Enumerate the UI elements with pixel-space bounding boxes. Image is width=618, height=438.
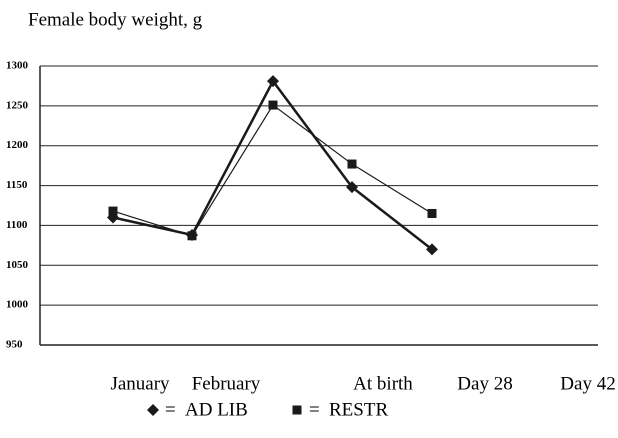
y-tick-label: 950 xyxy=(6,339,23,351)
data-point xyxy=(346,181,358,194)
chart-title: Female body weight, g xyxy=(28,9,203,30)
x-tick-label: February xyxy=(192,373,261,394)
x-tick-label: At birth xyxy=(353,373,413,394)
y-tick-label: 1150 xyxy=(6,179,28,191)
data-point xyxy=(347,159,357,169)
legend-label: AD LIB xyxy=(185,399,248,420)
y-tick-label: 1300 xyxy=(6,60,29,72)
data-point xyxy=(426,243,438,256)
data-point xyxy=(108,206,118,216)
x-tick-label: Day 42 xyxy=(560,373,615,394)
data-point xyxy=(268,100,278,110)
data-point xyxy=(427,208,437,218)
data-point xyxy=(267,75,279,88)
x-tick-label: Day 28 xyxy=(457,373,512,394)
legend-label: RESTR xyxy=(329,399,388,420)
legend-separator: = xyxy=(165,399,176,420)
y-tick-label: 1200 xyxy=(6,139,29,151)
y-tick-label: 1000 xyxy=(6,299,29,311)
series-line xyxy=(112,104,433,237)
legend-marker xyxy=(147,404,159,416)
legend-separator: = xyxy=(309,399,320,420)
data-point xyxy=(187,231,197,241)
legend-marker xyxy=(292,405,302,415)
y-tick-label: 1100 xyxy=(6,219,28,231)
y-tick-label: 1250 xyxy=(6,99,29,111)
y-tick-label: 1050 xyxy=(6,259,29,271)
x-tick-label: January xyxy=(110,373,170,394)
